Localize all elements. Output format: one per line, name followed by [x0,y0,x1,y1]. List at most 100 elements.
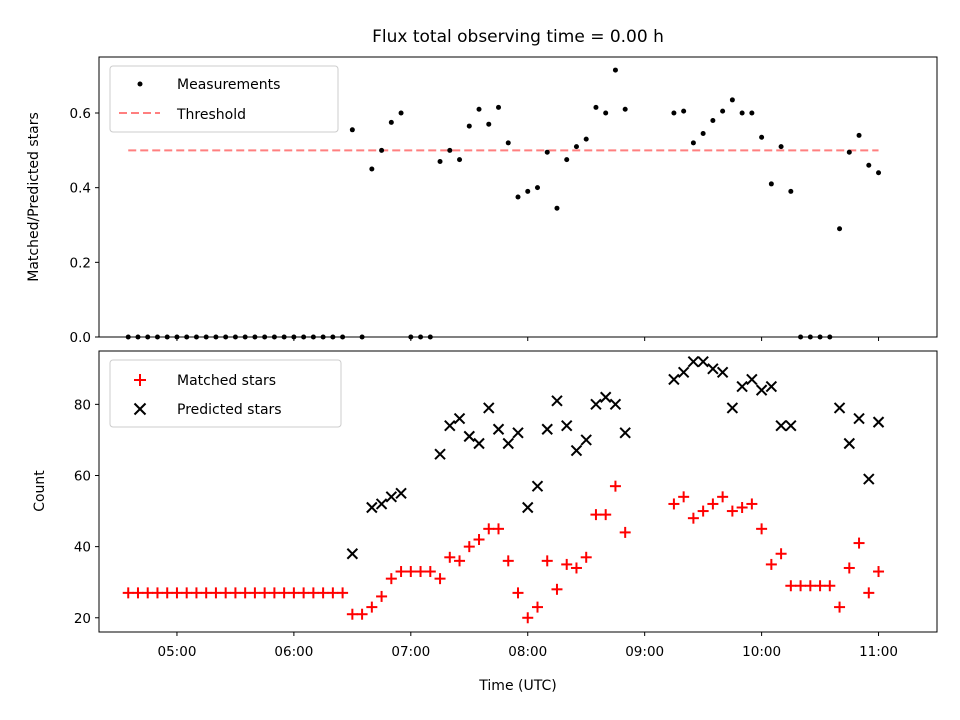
predicted-star-point-7 [453,412,466,425]
bottom-x-axis-ticks: 05:00 06:00 07:00 08:00 09:00 10:00 11:00 [158,632,898,660]
matched-star-point-71 [853,537,865,549]
measurement-point-39 [505,140,511,146]
matched-star-point-29 [405,566,417,578]
predicted-star-point-10 [483,402,495,414]
bottom-legend-box [109,359,342,428]
top-ytick-label-3: 0.6 [70,106,91,122]
predicted-star-point-24 [619,427,631,439]
measurement-point-59 [739,110,745,116]
measurement-point-36 [476,106,482,112]
matched-star-point-52 [668,498,680,510]
measurement-point-57 [720,108,726,114]
measurement-point-52 [671,110,677,116]
matched-star-point-5 [171,587,183,599]
matched-star-point-59 [736,502,748,514]
measurement-point-55 [700,131,706,137]
predicted-star-point-28 [697,355,709,368]
matched-star-point-36 [473,534,485,546]
measurement-point-41 [525,188,531,194]
legend-threshold-label: Threshold [176,107,246,123]
measurement-point-62 [768,181,774,187]
xtick-label-0: 05:00 [158,644,197,660]
measurement-point-28 [398,110,404,116]
measurement-point-51 [622,106,628,112]
predicted-star-point-39 [843,437,856,450]
matched-star-point-40 [512,587,524,599]
legend-predicted-marker [133,402,147,416]
bottom-plot-marks [122,355,885,624]
matched-star-point-67 [814,580,826,592]
predicted-star-point-23 [609,398,622,411]
measurement-point-64 [788,188,794,194]
matched-star-point-68 [824,580,836,592]
predicted-star-point-37 [785,419,797,432]
xtick-label-3: 08:00 [508,644,547,660]
measurement-point-73 [876,170,882,176]
measurement-point-71 [856,132,862,138]
measurement-point-61 [759,134,765,140]
matched-star-point-53 [678,491,690,503]
matched-star-point-27 [385,573,397,585]
predicted-star-point-16 [541,423,553,435]
matched-star-point-72 [863,587,875,599]
matched-star-point-69 [834,601,846,613]
measurement-point-40 [515,194,521,200]
matched-star-point-12 [239,587,251,599]
bottom-ytick-label-3: 80 [74,397,91,413]
matched-star-point-58 [726,505,738,517]
matched-star-point-4 [161,587,173,599]
measurement-point-26 [379,147,385,153]
matched-star-point-15 [268,587,280,599]
measurement-point-43 [544,149,550,155]
matched-star-point-32 [434,573,446,585]
matched-star-point-66 [804,580,816,592]
legend-matched-label: Matched stars [177,373,276,389]
matched-star-point-65 [795,580,807,592]
matched-star-point-17 [288,587,300,599]
matched-star-point-0 [122,587,134,599]
top-ytick-label-2: 0.4 [70,181,91,197]
matched-star-point-47 [580,551,592,563]
predicted-star-point-35 [765,380,778,393]
matched-star-point-63 [775,548,787,560]
measurement-point-42 [534,185,540,191]
measurement-point-37 [486,121,492,127]
predicted-star-point-4 [395,487,407,499]
matched-star-point-2 [142,587,154,599]
predicted-star-point-41 [863,473,875,485]
matched-star-point-9 [210,587,222,599]
predicted-star-point-20 [580,434,592,446]
matched-star-point-43 [541,555,553,567]
predicted-star-point-40 [853,412,865,425]
matched-star-point-34 [454,555,466,567]
predicted-star-point-26 [677,366,690,379]
legend-measurements-label: Measurements [177,77,280,93]
measurement-point-53 [681,108,687,114]
bottom-panel: 20 40 60 80 05:00 06:00 07:00 08:00 09:00 10:00 1… [32,350,938,694]
bottom-plot-frame [98,350,938,633]
measurement-point-23 [349,127,355,133]
matched-star-point-42 [531,601,543,613]
matched-star-point-30 [415,566,427,578]
xtick-label-1: 06:00 [274,644,313,660]
matched-star-point-55 [697,505,709,517]
measurement-point-33 [447,147,453,153]
bottom-legend: Matched stars Predicted stars [109,359,342,428]
measurement-point-58 [729,97,735,103]
predicted-star-point-36 [775,419,787,432]
top-legend-box [109,65,339,133]
predicted-star-point-33 [746,373,758,386]
matched-star-point-73 [873,566,885,578]
matched-star-point-23 [346,608,358,620]
bottom-y-axis-ticks: 20 40 60 80 [74,397,99,627]
bottom-ytick-label-0: 20 [74,611,91,627]
matched-star-point-14 [259,587,271,599]
predicted-star-point-0 [346,548,359,560]
matched-star-point-22 [337,587,349,599]
predicted-star-point-1 [366,501,378,514]
measurement-point-70 [846,149,852,155]
measurement-point-48 [593,104,599,110]
predicted-star-point-19 [570,444,583,457]
matched-star-point-8 [200,587,212,599]
